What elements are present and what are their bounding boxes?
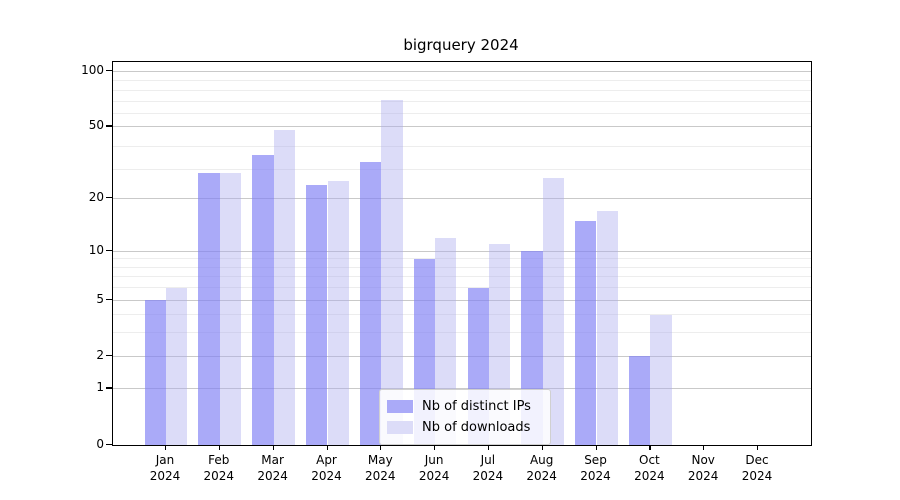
y-tick-mark — [106, 354, 112, 356]
minor-gridline — [113, 89, 811, 91]
x-tick-mark — [272, 444, 274, 450]
bar-downloads-sep — [596, 211, 618, 445]
major-gridline — [113, 198, 811, 200]
y-tick-label: 5 — [96, 291, 104, 306]
legend: Nb of distinct IPs Nb of downloads — [379, 389, 551, 445]
x-tick-label: Nov 2024 — [687, 452, 719, 483]
x-tick-mark — [487, 444, 490, 450]
bar-distinct-ips-apr — [306, 184, 328, 445]
major-gridline — [113, 355, 811, 357]
legend-label: Nb of downloads — [422, 420, 531, 435]
bar-downloads-apr — [327, 181, 349, 445]
major-gridline — [113, 71, 811, 73]
y-tick-label: 20 — [88, 190, 104, 205]
plot-area: Nb of distinct IPs Nb of downloads — [112, 61, 812, 446]
y-tick-label: 100 — [81, 63, 104, 78]
x-tick-mark — [218, 444, 220, 450]
x-tick-label: Jul 2024 — [472, 452, 504, 483]
minor-gridline — [113, 258, 811, 260]
x-tick-mark — [703, 444, 705, 450]
y-tick-label: 0 — [96, 436, 104, 451]
x-tick-mark — [649, 444, 651, 450]
y-tick-mark — [106, 70, 112, 72]
x-tick-mark — [757, 444, 759, 450]
x-tick-label: Apr 2024 — [311, 452, 342, 483]
major-gridline — [113, 388, 811, 390]
minor-gridline — [113, 113, 811, 115]
major-gridline — [113, 299, 811, 301]
x-tick-label: Jun 2024 — [418, 452, 450, 483]
y-tick-label: 1 — [96, 380, 104, 395]
x-tick-label: Jan 2024 — [149, 452, 181, 483]
x-tick-mark — [326, 444, 328, 450]
x-tick-mark — [541, 444, 543, 450]
x-tick-mark — [595, 444, 597, 450]
x-tick-label: Dec 2024 — [741, 452, 773, 483]
bar-distinct-ips-feb — [198, 172, 220, 445]
y-tick-mark — [106, 249, 112, 251]
legend-label: Nb of distinct IPs — [422, 399, 531, 414]
legend-swatch-icon — [387, 421, 413, 434]
bar-distinct-ips-oct — [629, 356, 651, 445]
minor-gridline — [113, 80, 811, 82]
x-tick-mark — [434, 444, 436, 450]
legend-row: Nb of downloads — [387, 417, 540, 438]
minor-gridline — [113, 276, 811, 278]
legend-swatch-icon — [387, 400, 413, 413]
legend-row: Nb of distinct IPs — [387, 396, 540, 417]
y-tick-mark — [106, 298, 112, 300]
x-tick-mark — [165, 444, 167, 450]
chart-title: bigrquery 2024 — [403, 36, 519, 54]
bar-distinct-ips-jan — [144, 300, 166, 445]
bar-distinct-ips-may — [359, 162, 382, 445]
minor-gridline — [113, 146, 811, 147]
bar-downloads-feb — [219, 172, 242, 445]
minor-gridline — [113, 332, 811, 334]
y-tick-label: 2 — [96, 347, 104, 362]
major-gridline — [113, 126, 811, 128]
x-tick-label: May 2024 — [365, 452, 396, 483]
y-tick-mark — [106, 125, 112, 127]
y-tick-mark — [106, 197, 112, 199]
x-tick-mark — [380, 444, 382, 450]
minor-gridline — [113, 266, 811, 268]
bar-downloads-jan — [166, 287, 188, 445]
bar-downloads-aug — [542, 178, 565, 445]
y-tick-label: 10 — [88, 242, 104, 257]
x-tick-label: Aug 2024 — [526, 452, 557, 483]
bar-distinct-ips-sep — [575, 220, 597, 445]
y-tick-label: 50 — [88, 118, 104, 133]
y-tick-mark — [106, 387, 112, 389]
x-tick-label: Oct 2024 — [634, 452, 665, 483]
bar-distinct-ips-mar — [252, 155, 274, 445]
minor-gridline — [113, 314, 811, 316]
x-tick-label: Feb 2024 — [203, 452, 235, 483]
major-gridline — [113, 250, 811, 252]
minor-gridline — [113, 100, 811, 102]
minor-gridline — [113, 169, 811, 171]
y-tick-mark — [106, 443, 112, 445]
bar-downloads-oct — [650, 314, 672, 445]
minor-gridline — [113, 287, 811, 289]
x-tick-label: Mar 2024 — [257, 452, 288, 483]
x-tick-label: Sep 2024 — [580, 452, 611, 483]
bar-downloads-may — [381, 100, 403, 445]
bar-downloads-mar — [273, 130, 295, 445]
